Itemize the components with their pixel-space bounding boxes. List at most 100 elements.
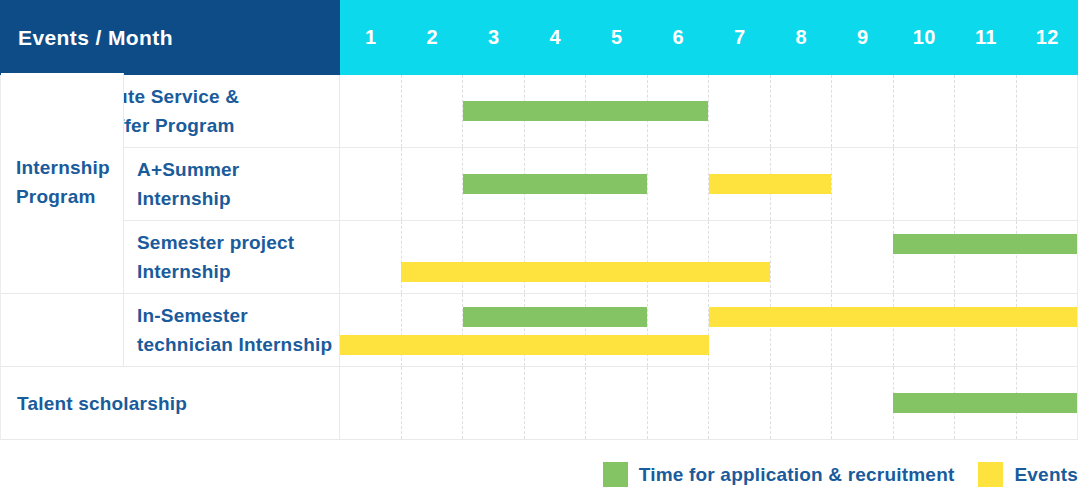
row-label-line: A+Summer [137, 155, 339, 184]
month-header-10: 10 [894, 0, 956, 75]
month-grid-cell [462, 221, 524, 293]
gantt-schedule-chart: Events / Month 123456789101112 RD Substi… [0, 0, 1080, 494]
month-header-11: 11 [955, 0, 1017, 75]
month-grid-cell [585, 221, 647, 293]
group-label-line: Program [16, 182, 123, 211]
month-grid-cell [524, 294, 586, 366]
application-period-bar [463, 307, 647, 327]
month-header-2: 2 [402, 0, 464, 75]
month-grid-cell [770, 294, 832, 366]
month-header-8: 8 [771, 0, 833, 75]
month-grid-cell [340, 294, 401, 366]
month-grid-cell [1016, 75, 1078, 147]
month-grid-cell [524, 221, 586, 293]
month-grid-cell [340, 148, 401, 220]
legend: Time for application & recruitment Event… [603, 462, 1078, 487]
application-period-bar [893, 393, 1077, 413]
month-grid-cell [647, 221, 709, 293]
row-timeline [340, 75, 1077, 147]
month-grid-cell [708, 221, 770, 293]
row-label-line: Semester project [137, 228, 339, 257]
month-grid-cell [585, 294, 647, 366]
month-grid-cell [831, 148, 893, 220]
month-grid-cell [647, 367, 709, 439]
row-label-line: Talent scholarship [17, 389, 339, 418]
month-grid-cell [893, 148, 955, 220]
event-period-bar [340, 335, 709, 355]
row-label: A+SummerInternship [124, 148, 340, 220]
group-cell-internship-program: Internship Program [1, 73, 124, 291]
month-grid-cell [954, 75, 1016, 147]
month-grid-cell [340, 221, 401, 293]
group-label-line: Internship [16, 153, 123, 182]
month-header-3: 3 [463, 0, 525, 75]
month-header-5: 5 [586, 0, 648, 75]
table-row: In-Semestertechnician Internship [1, 294, 1077, 367]
table-row: A+SummerInternship [1, 148, 1077, 221]
legend-item-application: Time for application & recruitment [603, 462, 955, 487]
month-grid-cell [1016, 221, 1078, 293]
legend-label-events: Events [1014, 464, 1078, 486]
month-grid-cell [831, 221, 893, 293]
application-period-bar [893, 234, 1077, 254]
row-label: Talent scholarship [1, 367, 340, 439]
row-timeline [340, 148, 1077, 220]
month-grid-cell [770, 221, 832, 293]
row-label-line: technician Internship [137, 330, 339, 359]
table-header-row: Events / Month 123456789101112 [0, 0, 1078, 75]
group-cell-spacer [1, 294, 124, 366]
month-grid-cell [1016, 148, 1078, 220]
table-title-cell: Events / Month [0, 0, 340, 75]
month-header-12: 12 [1017, 0, 1079, 75]
event-period-bar [709, 174, 832, 194]
month-grid-cell [708, 75, 770, 147]
table-body: RD Substitute Service &Advance Offer Pro… [0, 75, 1078, 440]
month-grid-cell [647, 294, 709, 366]
month-header-6: 6 [648, 0, 710, 75]
month-grid-cell [401, 294, 463, 366]
legend-label-application: Time for application & recruitment [639, 464, 955, 486]
month-grid-cell [462, 367, 524, 439]
table-title: Events / Month [18, 26, 173, 50]
month-grid-cell [770, 367, 832, 439]
application-period-bar [463, 101, 709, 121]
month-grid-cell [462, 294, 524, 366]
row-label: In-Semestertechnician Internship [124, 294, 340, 366]
month-grid-cell [524, 367, 586, 439]
event-period-bar [709, 307, 1078, 327]
month-grid-cell [1016, 294, 1078, 366]
table-row: Semester projectInternship [1, 221, 1077, 294]
events-month-table: Events / Month 123456789101112 RD Substi… [0, 0, 1078, 440]
month-grid-cell [708, 367, 770, 439]
month-grid-cell [954, 294, 1016, 366]
month-grid-cell [893, 75, 955, 147]
month-header-4: 4 [525, 0, 587, 75]
month-header-1: 1 [340, 0, 402, 75]
table-row: Talent scholarship [1, 367, 1077, 440]
month-grid-cell [893, 294, 955, 366]
events-color-swatch [978, 462, 1003, 487]
row-timeline [340, 221, 1077, 293]
month-grid-cell [401, 367, 463, 439]
legend-item-events: Events [978, 462, 1078, 487]
month-grid-cell [401, 75, 463, 147]
month-grid-cell [831, 75, 893, 147]
row-label-line: Internship [137, 184, 339, 213]
application-period-bar [463, 174, 647, 194]
row-label-line: Internship [137, 257, 339, 286]
month-header-7: 7 [709, 0, 771, 75]
row-timeline [340, 367, 1077, 439]
month-grid-cell [831, 367, 893, 439]
month-grid-cell [401, 221, 463, 293]
month-grid-cell [954, 221, 1016, 293]
month-header-strip: 123456789101112 [340, 0, 1078, 75]
application-color-swatch [603, 462, 628, 487]
month-grid-cell [585, 367, 647, 439]
month-grid-cell [708, 294, 770, 366]
table-row: RD Substitute Service &Advance Offer Pro… [1, 75, 1077, 148]
row-timeline [340, 294, 1077, 366]
row-label-line: In-Semester [137, 301, 339, 330]
month-grid-cell [893, 221, 955, 293]
month-grid-cell [401, 148, 463, 220]
month-grid-cell [770, 75, 832, 147]
